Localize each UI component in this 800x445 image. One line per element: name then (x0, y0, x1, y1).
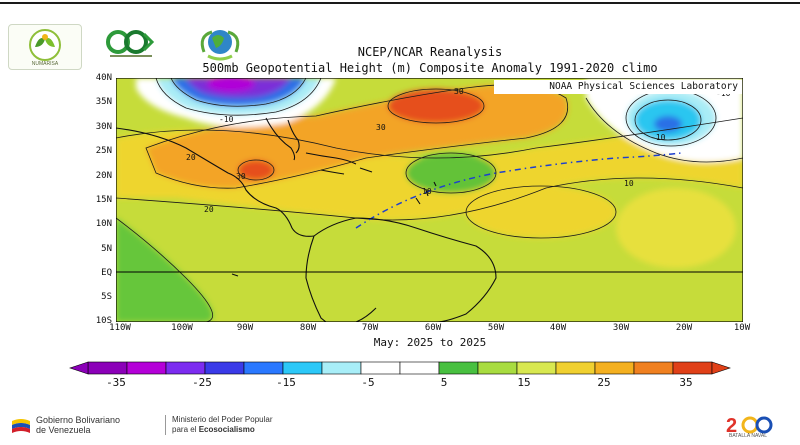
colorbar-label: -5 (361, 376, 375, 389)
lat-label: 10S (95, 316, 112, 326)
sunshine-logo: NUMARISA (8, 24, 82, 70)
contour-label-20-south: 20 (204, 205, 214, 214)
colorbar-cell (243, 361, 284, 375)
lon-label: 100W (171, 323, 193, 333)
gov-line1: Gobierno Bolivariano (36, 415, 121, 425)
colorbar-right-arrow (711, 361, 731, 375)
lon-label: 30W (612, 323, 630, 333)
anniversary-label: BATALLA NAVAL (729, 433, 767, 439)
lon-label: 80W (299, 323, 317, 333)
contour-label-30-caribbean: 30 (236, 172, 246, 181)
lon-label: 10W (733, 323, 751, 333)
ministry-line2-bold: Ecosocialismo (198, 425, 255, 434)
gov-line2: de Venezuela (36, 425, 91, 435)
colorbar-cell (672, 361, 713, 375)
colorbar-cell (594, 361, 635, 375)
lat-label: EQ (101, 268, 112, 278)
lat-label: 40N (95, 73, 112, 83)
lon-label: 40W (549, 323, 567, 333)
colorbar-left-arrow (69, 361, 89, 375)
colorbar-cell (516, 361, 557, 375)
anomaly-area-red-caribbean (238, 160, 274, 180)
venezuela-flag-icon (12, 419, 30, 433)
lat-label: 5S (101, 292, 112, 302)
colorbar-cell (204, 361, 245, 375)
contour-label-minus10-west: -10 (219, 115, 234, 124)
colorbar-label: 35 (679, 376, 693, 389)
lon-label: 90W (236, 323, 254, 333)
government-label: Gobierno Bolivariano de Venezuela (36, 415, 120, 435)
colorbar-cell (633, 361, 674, 375)
logo-text: NUMARISA (32, 61, 59, 67)
lon-label: 70W (361, 323, 379, 333)
top-rule (0, 2, 800, 4)
anomaly-map: 30 30 30 20 20 10 10 -10 -10 -10 (116, 78, 743, 322)
colorbar-label: -35 (106, 376, 126, 389)
lat-label: 30N (95, 122, 112, 132)
ministry-label: Ministerio del Poder Popular para el Eco… (165, 415, 273, 435)
lon-label: 60W (424, 323, 442, 333)
colorbar-cell (360, 361, 401, 375)
contour-label-20-west: 20 (186, 153, 196, 162)
colorbar-cell (321, 361, 362, 375)
colorbar (69, 361, 731, 375)
colorbar-label: -25 (192, 376, 212, 389)
colorbar-cell (87, 361, 128, 375)
ecological-logo (106, 30, 155, 57)
chart-title: NCEP/NCAR Reanalysis (357, 45, 503, 59)
lon-label: 110W (109, 323, 131, 333)
anomaly-area-red-atlantic (388, 89, 484, 123)
contour-label-30-north: 30 (454, 87, 464, 96)
colorbar-cell (555, 361, 596, 375)
lon-label: 50W (487, 323, 505, 333)
colorbar-cell (438, 361, 479, 375)
contour-lines (116, 78, 743, 322)
contour-label-30-mid: 30 (376, 123, 386, 132)
zero-contour (355, 152, 682, 229)
lat-label: 35N (95, 97, 112, 107)
coastlines (116, 117, 497, 322)
colorbar-label: -15 (276, 376, 296, 389)
colorbar-cell (126, 361, 167, 375)
colorbar-cell (282, 361, 323, 375)
contour-label-minus10-east: -10 (651, 133, 666, 142)
colorbar-label: 15 (517, 376, 531, 389)
contour-label-10-east: 10 (624, 179, 634, 188)
svg-text:2: 2 (726, 415, 737, 437)
lat-label: 5N (101, 244, 112, 254)
ministry-line2-prefix: para el (172, 425, 199, 434)
anomaly-area-green (116, 218, 213, 322)
source-credit: NOAA Physical Sciences Laboratory (494, 80, 742, 94)
lat-label: 25N (95, 146, 112, 156)
chart-subtitle: 500mb Geopotential Height (m) Composite … (202, 61, 658, 75)
anniversary-200-logo: 2 (726, 415, 773, 437)
colorbar-cell (399, 361, 440, 375)
colorbar-label: 5 (440, 376, 448, 389)
colorbar-cell (165, 361, 206, 375)
anomaly-area-green-atlantic (406, 153, 496, 193)
earth-leaves-logo (200, 30, 240, 61)
period-label: May: 2025 to 2025 (373, 336, 487, 349)
lat-label: 10N (95, 219, 112, 229)
lat-label: 15N (95, 195, 112, 205)
contour-label-10-atlantic: 10 (422, 187, 432, 196)
colorbar-label: 25 (597, 376, 611, 389)
lon-label: 20W (675, 323, 693, 333)
colorbar-cell (477, 361, 518, 375)
ministry-line1: Ministerio del Poder Popular (172, 415, 273, 424)
lat-label: 20N (95, 171, 112, 181)
